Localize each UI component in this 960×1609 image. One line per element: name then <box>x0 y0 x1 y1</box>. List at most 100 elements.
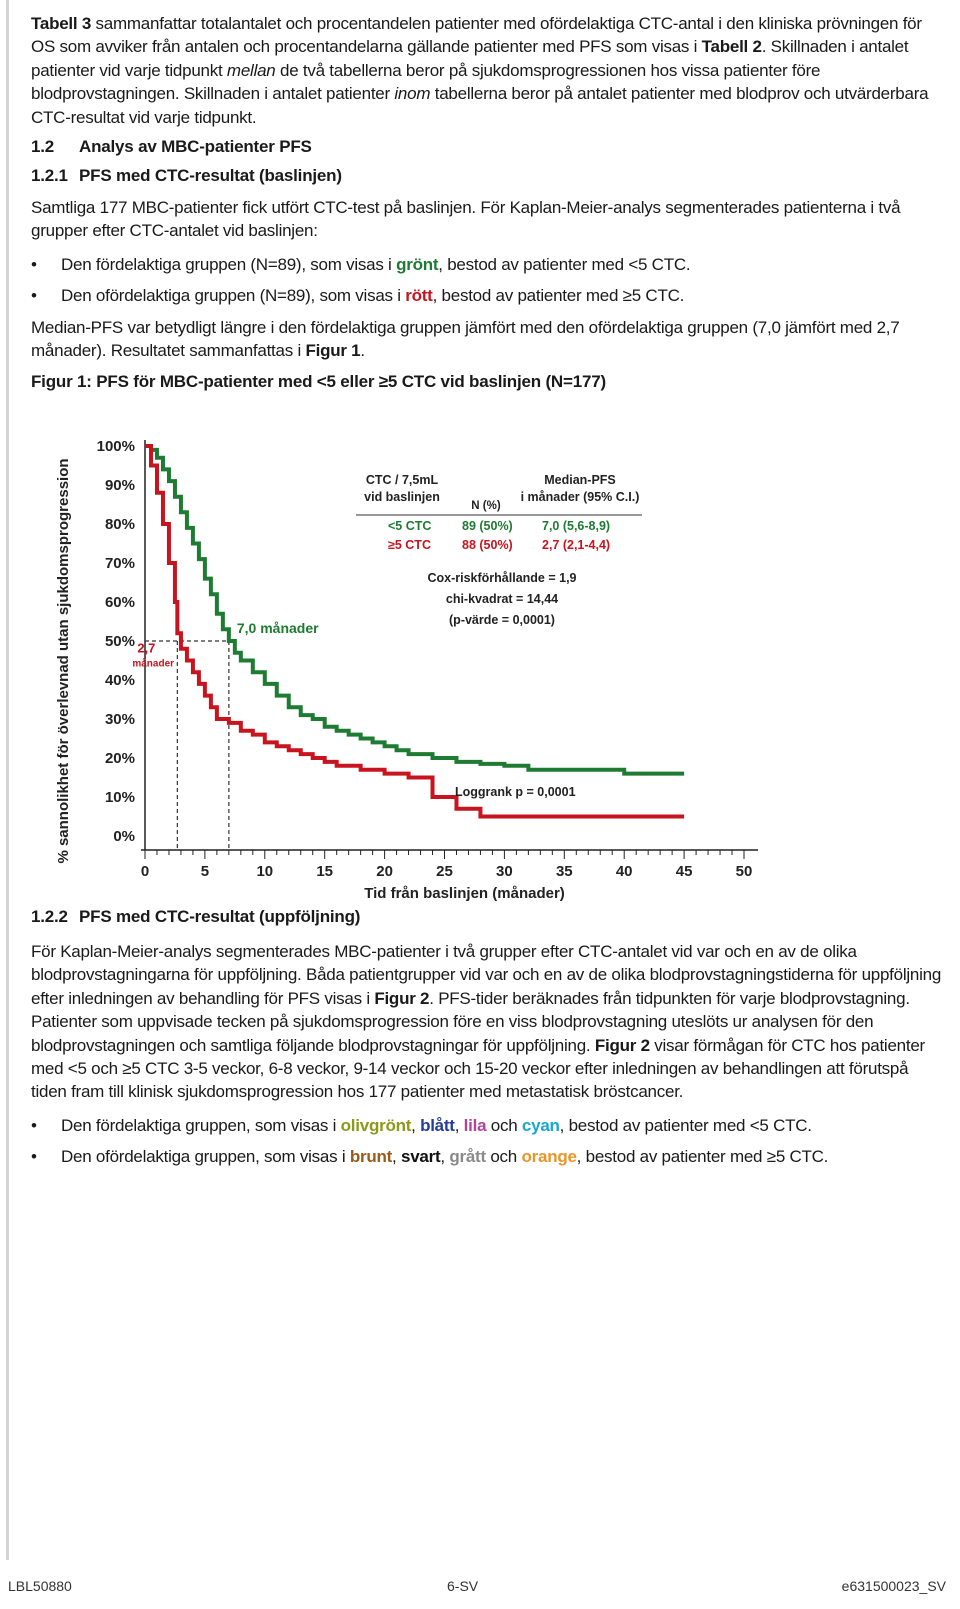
figure-title: Figur 1: PFS för MBC-patienter med <5 el… <box>31 372 606 392</box>
text-run: visar förmågan för CTC hos patienter med… <box>31 1035 925 1102</box>
color-word-black: svart <box>401 1147 441 1167</box>
stats-line: chi-kvadrat = 14,44 <box>446 592 558 606</box>
x-tick-label: 50 <box>736 863 753 880</box>
x-tick-label: 45 <box>676 863 693 880</box>
footer-doc-id: LBL50880 <box>8 1578 72 1594</box>
section-heading-1-2-1: 1.2.1 PFS med CTC-resultat (baslinjen) <box>31 166 943 186</box>
table-header-median: Median-PFS <box>544 473 616 487</box>
y-tick-label: 80% <box>105 516 135 533</box>
color-word-green: grönt <box>396 254 439 274</box>
x-tick-label: 30 <box>496 863 513 880</box>
table-header-ctc-sub: vid baslinjen <box>364 490 440 504</box>
y-tick-label: 100% <box>97 438 135 455</box>
text-run: , bestod av patienter med ≥5 CTC. <box>432 286 685 306</box>
x-tick-label: 0 <box>141 863 149 880</box>
x-axis-label: Tid från baslinjen (månader) <box>364 885 565 902</box>
footer-ref-code: e631500023_SV <box>841 1578 946 1594</box>
x-tick-label: 25 <box>436 863 453 880</box>
y-tick-label: 0% <box>113 828 135 845</box>
text-run: . <box>360 341 365 361</box>
baseline-paragraph: Samtliga 177 MBC-patienter fick utfört C… <box>31 198 901 241</box>
group-list: • Den fördelaktiga gruppen (N=89), som vi… <box>31 253 943 308</box>
followup-section: För Kaplan-Meier-analys segmenterades MB… <box>31 940 943 1177</box>
median-label-ge5-value: 2,7 <box>137 641 155 656</box>
text-run: Median-PFS var betydligt längre i den fö… <box>31 317 900 361</box>
table-ref: Tabell 2 <box>701 37 762 57</box>
table-cell-ctc: ≥5 CTC <box>388 538 431 552</box>
km-curve-lt5 <box>145 444 685 776</box>
figure-ref: Figur 1 <box>305 341 361 361</box>
table-header-ctc: CTC / 7,5mL <box>366 473 439 487</box>
median-label-ge5-unit: månader <box>132 658 174 670</box>
text-run: , <box>454 1115 464 1135</box>
document-body: Tabell 3 sammanfattar totalantalet och p… <box>31 8 943 392</box>
list-item: • Den fördelaktiga gruppen, som visas i o… <box>31 1114 943 1137</box>
intro-paragraph: Tabell 3 sammanfattar totalantalet och p… <box>31 12 943 129</box>
stats-line: (p-värde = 0,0001) <box>449 613 555 627</box>
section-heading-1-2-2: 1.2.2 PFS med CTC-resultat (uppföljning) <box>31 907 360 927</box>
table-header-n: N (%) <box>471 500 501 512</box>
y-tick-label: 90% <box>105 477 135 494</box>
y-tick-label: 60% <box>105 594 135 611</box>
color-word-orange: orange <box>521 1147 577 1167</box>
color-word-grey: grått <box>449 1147 486 1167</box>
bullet: • <box>31 254 37 274</box>
x-tick-label: 15 <box>316 863 333 880</box>
color-word-red: rött <box>405 286 433 306</box>
emphasis: inom <box>394 84 431 104</box>
followup-group-list: • Den fördelaktiga gruppen, som visas i o… <box>31 1114 943 1169</box>
median-paragraph: Median-PFS var betydligt längre i den fö… <box>31 316 943 363</box>
bullet: • <box>31 1147 37 1167</box>
y-tick-label: 50% <box>105 633 135 650</box>
text-run: För Kaplan-Meier-analys segmenterades MB… <box>31 942 942 1008</box>
text-run: de två tabellerna beror på sjukdomsprogr… <box>31 60 821 104</box>
y-axis-label: % sannolikhet för överlevnad utan sjukdo… <box>55 458 72 863</box>
section-title: Analys av MBC-patienter PFS <box>79 137 312 157</box>
table-cell-ctc: <5 CTC <box>388 519 431 533</box>
text-run: Den fördelaktiga gruppen (N=89), som vis… <box>61 254 397 274</box>
list-item: • Den ofördelaktiga gruppen (N=89), som v… <box>31 284 943 307</box>
table-cell-median: 7,0 (5,6-8,9) <box>542 519 610 533</box>
color-word-cyan: cyan <box>521 1115 560 1135</box>
list-item: • Den fördelaktiga gruppen (N=89), som vi… <box>31 253 943 276</box>
section-title: PFS med CTC-resultat (uppföljning) <box>79 907 361 926</box>
color-word-lila: lila <box>463 1115 487 1135</box>
table-cell-median: 2,7 (2,1-4,4) <box>542 538 610 552</box>
text-run: , bestod av patienter med <5 CTC. <box>438 254 691 274</box>
section-number: 1.2.1 <box>31 166 68 186</box>
text-run: Den ofördelaktiga gruppen (N=89), som vi… <box>61 286 406 306</box>
table-cell-n: 89 (50%) <box>462 519 513 533</box>
text-run: . PFS-tider beräknades från tidpunkten f… <box>31 988 910 1055</box>
text-run: , bestod av patienter med <5 CTC. <box>559 1115 812 1135</box>
color-word-olive: olivgrönt <box>340 1115 412 1135</box>
followup-paragraph: För Kaplan-Meier-analys segmenterades MB… <box>31 940 943 1104</box>
text-run: , <box>440 1147 450 1167</box>
emphasis: mellan <box>226 60 276 80</box>
text-run: , bestod av patienter med ≥5 CTC. <box>576 1147 829 1167</box>
stats-line: Cox-riskförhållande = 1,9 <box>427 571 576 585</box>
text-run: och <box>486 1115 522 1135</box>
section-number: 1.2 <box>31 137 55 157</box>
text-run: , <box>411 1115 421 1135</box>
text-run: tabellerna beror på antalet patienter me… <box>31 84 929 127</box>
color-word-brown: brunt <box>349 1147 393 1167</box>
bullet: • <box>31 286 37 306</box>
text-run: sammanfattar totalantalet och procentand… <box>31 14 922 57</box>
figure-ref: Figur 2 <box>594 1035 650 1055</box>
text-run: och <box>485 1147 522 1167</box>
footer-page-number: 6-SV <box>447 1578 479 1594</box>
x-tick-label: 40 <box>616 863 633 880</box>
y-tick-label: 40% <box>105 672 135 689</box>
km-chart-svg: 0 5 10 15 20 25 30 35 40 45 50 0% 10% 20% 30% 40% 50% 60%… <box>55 438 758 902</box>
bullet: • <box>31 1115 37 1135</box>
text-run: . Skillnaden i antalet patienter vid var… <box>31 37 909 80</box>
table-header-median-sub: i månader (95% C.I.) <box>521 490 640 504</box>
left-margin-rule <box>6 0 9 1560</box>
section-number: 1.2.2 <box>31 907 68 926</box>
km-chart: 0 5 10 15 20 25 30 35 40 45 50 0% 10% 20% 30% 40% 50% 60%… <box>52 420 772 910</box>
y-tick-label: 20% <box>105 750 135 767</box>
median-label-lt5: 7,0 månader <box>237 620 319 636</box>
table-ref: Tabell 3 <box>31 14 92 33</box>
section-title: PFS med CTC-resultat (baslinjen) <box>79 166 342 186</box>
x-tick-label: 35 <box>556 863 573 880</box>
